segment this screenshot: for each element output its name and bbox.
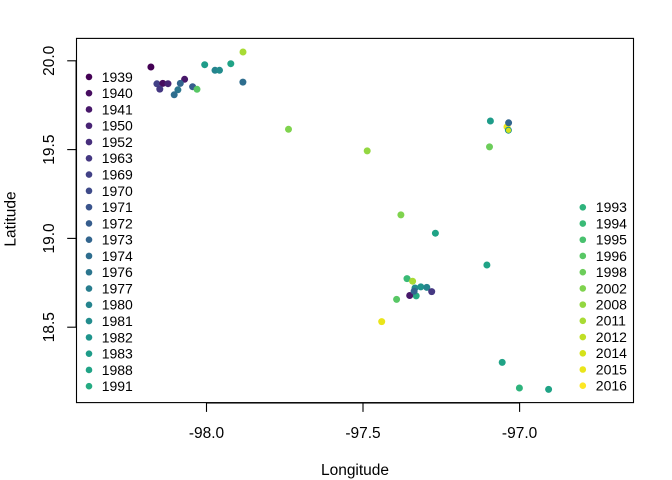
svg-text:2012: 2012 (596, 329, 627, 345)
svg-text:2011: 2011 (596, 313, 626, 329)
svg-text:1972: 1972 (102, 215, 133, 231)
svg-text:1940: 1940 (102, 85, 133, 101)
svg-text:1976: 1976 (102, 264, 133, 280)
svg-text:Latitude: Latitude (3, 191, 20, 246)
svg-text:-97.0: -97.0 (502, 425, 538, 442)
svg-text:18.5: 18.5 (41, 312, 58, 342)
svg-text:1983: 1983 (102, 346, 133, 362)
svg-text:19.5: 19.5 (41, 135, 58, 165)
svg-text:2008: 2008 (596, 297, 627, 313)
svg-text:1970: 1970 (102, 183, 133, 199)
svg-text:1977: 1977 (102, 280, 133, 296)
svg-text:1994: 1994 (596, 215, 627, 231)
svg-text:1988: 1988 (102, 362, 133, 378)
svg-text:1963: 1963 (102, 150, 133, 166)
svg-text:2002: 2002 (596, 280, 627, 296)
svg-text:2015: 2015 (596, 361, 627, 377)
svg-text:-97.5: -97.5 (345, 425, 380, 442)
svg-text:1995: 1995 (596, 232, 627, 248)
svg-text:1974: 1974 (102, 248, 133, 264)
svg-text:1981: 1981 (102, 313, 133, 329)
svg-text:1998: 1998 (596, 264, 627, 280)
svg-text:1950: 1950 (102, 118, 133, 134)
svg-text:1939: 1939 (102, 69, 133, 85)
svg-text:1969: 1969 (102, 166, 133, 182)
svg-text:19.0: 19.0 (41, 223, 58, 254)
svg-text:20.0: 20.0 (41, 45, 58, 76)
svg-text:1941: 1941 (102, 101, 133, 117)
svg-text:2014: 2014 (596, 345, 627, 361)
svg-text:Longitude: Longitude (321, 462, 389, 479)
svg-text:1980: 1980 (102, 297, 133, 313)
svg-text:1982: 1982 (102, 329, 133, 345)
svg-text:-98.0: -98.0 (189, 425, 225, 442)
svg-text:1991: 1991 (102, 378, 133, 394)
svg-text:1952: 1952 (102, 134, 133, 150)
svg-text:1971: 1971 (102, 199, 133, 215)
svg-text:1996: 1996 (596, 248, 627, 264)
svg-text:2016: 2016 (596, 378, 627, 394)
svg-text:1973: 1973 (102, 232, 133, 248)
svg-text:1993: 1993 (596, 199, 627, 215)
